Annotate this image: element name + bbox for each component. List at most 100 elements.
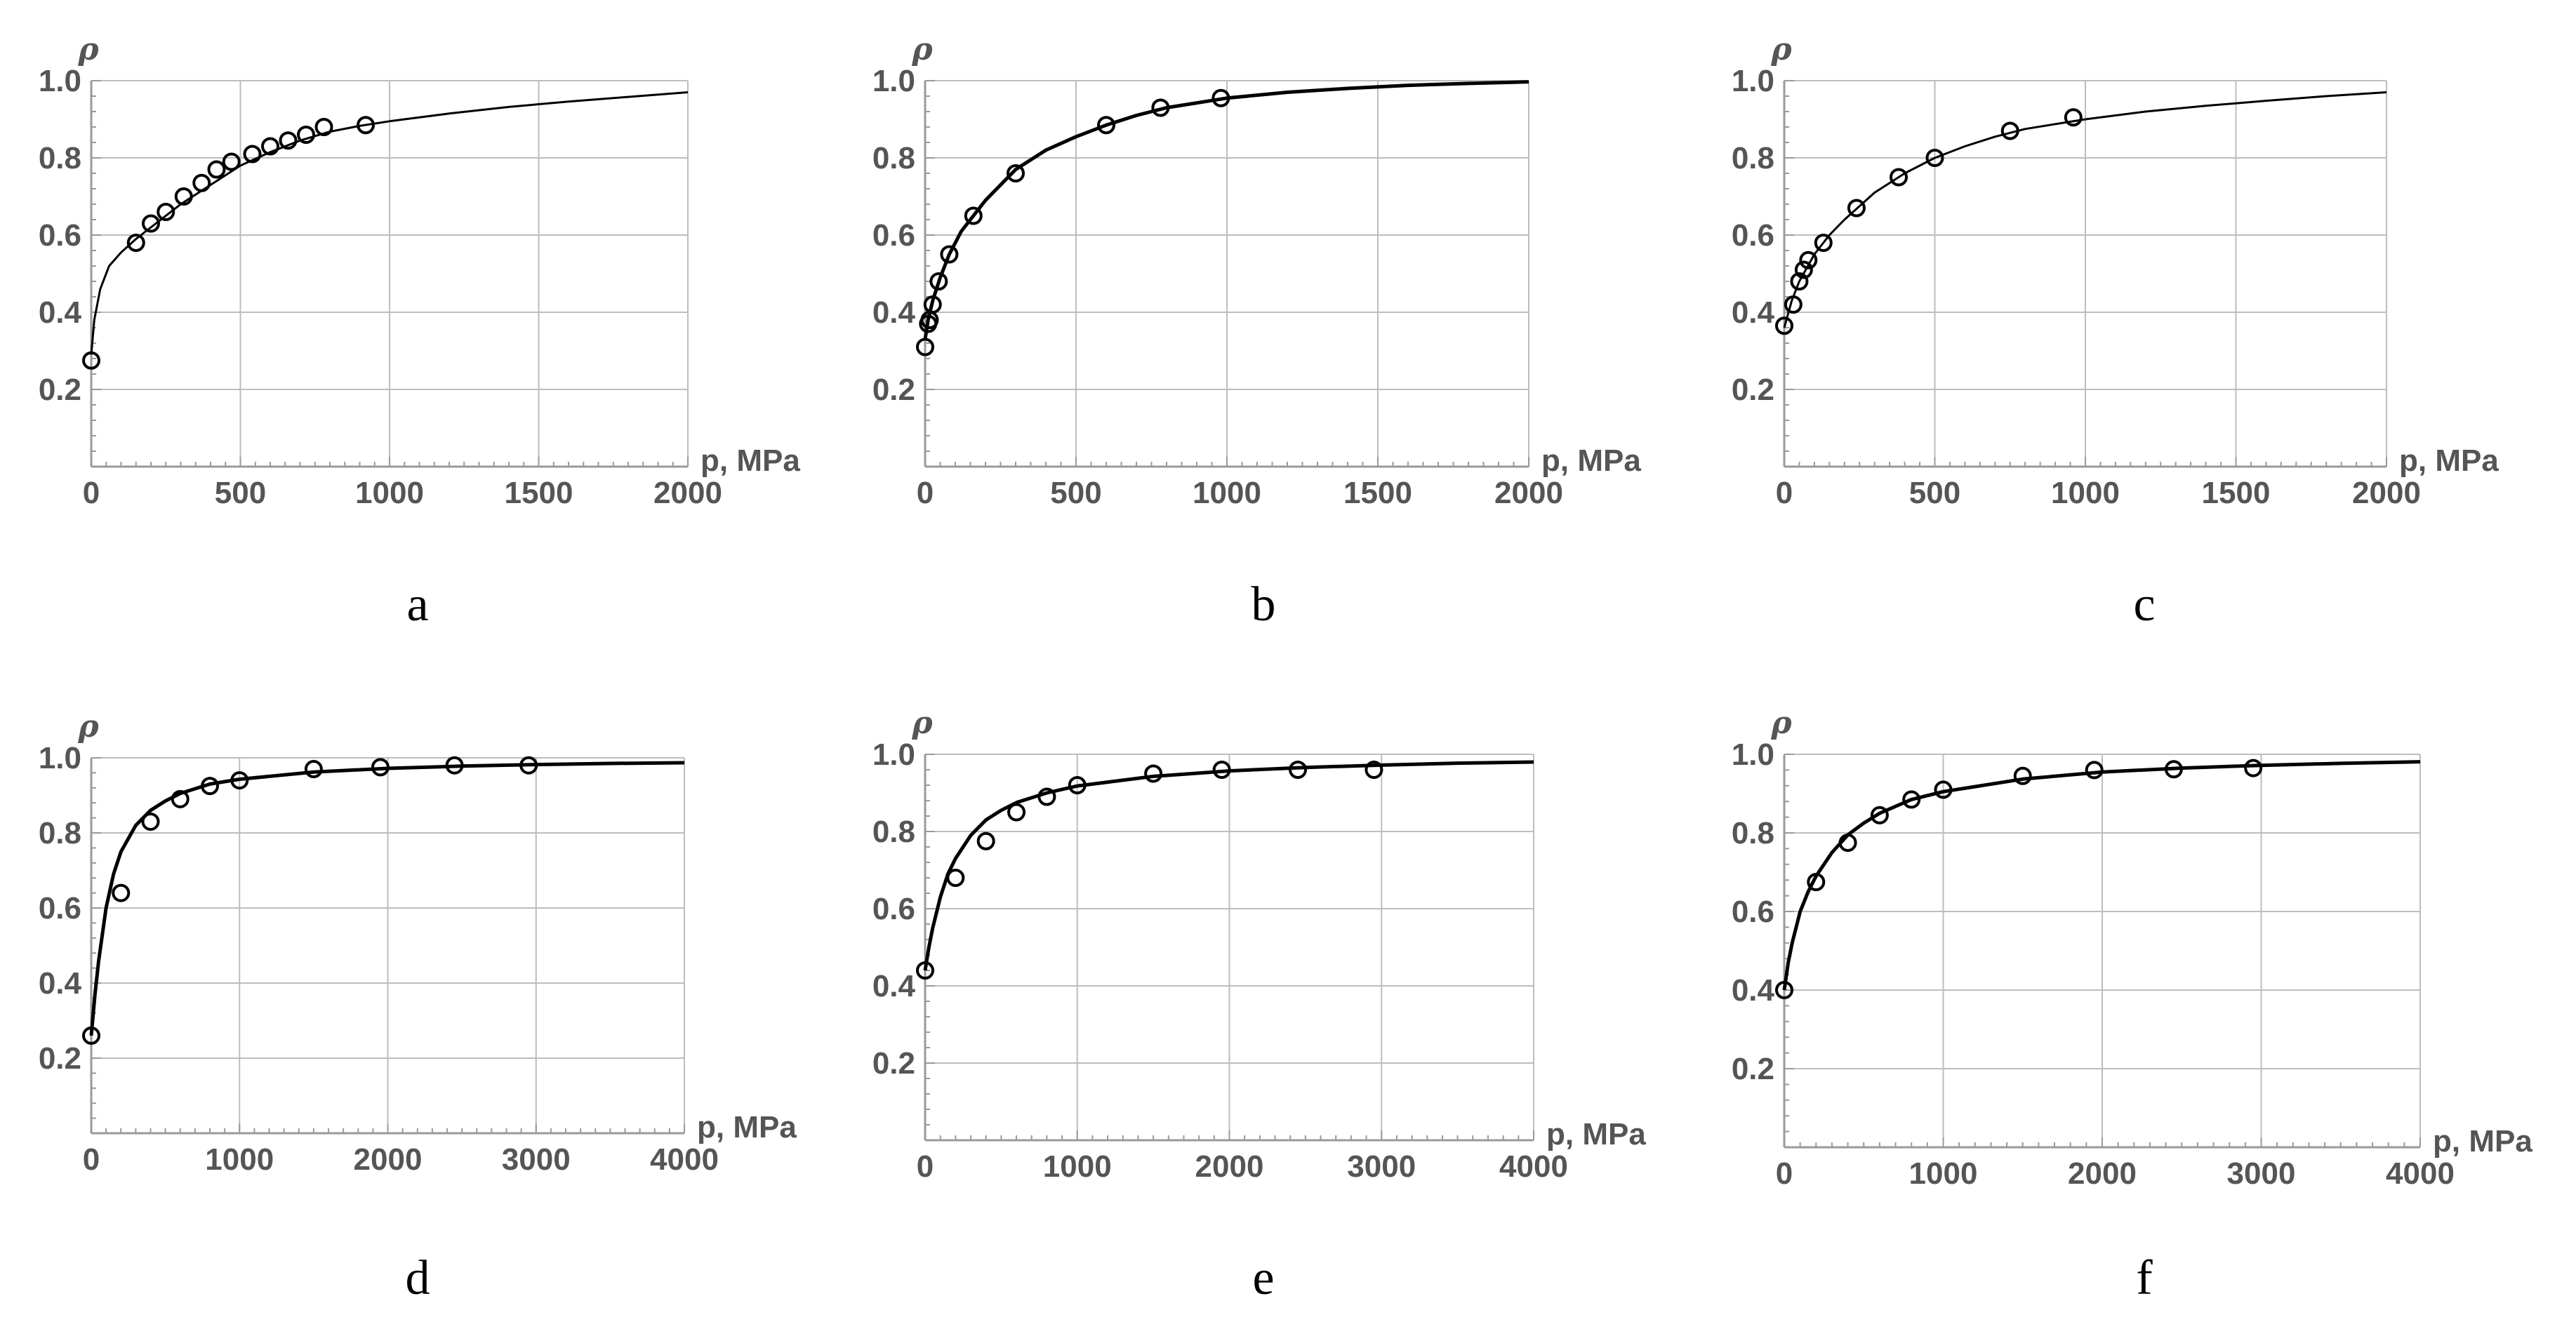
data-point — [1097, 116, 1115, 135]
chart-panel-d: 0 1000 2000 3000 4000 0.2 0.4 0.6 0.8 1.0 p, MPa ρ — [39, 709, 797, 1177]
y-tick-label: 0.2 — [39, 373, 81, 407]
x-tick-label: 0 — [917, 1149, 934, 1184]
data-point — [1068, 776, 1087, 794]
data-point — [1847, 199, 1866, 218]
data-point — [243, 145, 262, 163]
data-point — [1037, 787, 1056, 806]
data-point — [171, 789, 190, 808]
data-point — [1007, 803, 1026, 822]
panel-caption-a: a — [406, 577, 429, 632]
data-point — [1807, 873, 1826, 891]
data-point — [2013, 766, 2032, 785]
x-tick-label: 4000 — [650, 1142, 719, 1177]
data-point — [126, 234, 145, 252]
gridlines — [925, 80, 1529, 467]
x-tick-label: 0 — [917, 476, 934, 510]
data-point — [1151, 98, 1170, 117]
x-tick-label: 2000 — [2352, 476, 2421, 510]
y-tick-label: 0.2 — [1732, 1052, 1774, 1086]
data-point — [2244, 759, 2263, 777]
y-tick-label: 0.4 — [1732, 295, 1775, 330]
data-point — [261, 137, 279, 156]
chart-panel-a: 0 500 1000 1500 2000 0.2 0.4 0.6 0.8 1.0 p, MPa ρ — [39, 32, 800, 510]
y-tick-label: 0.2 — [872, 1046, 915, 1081]
x-tick-label: 3000 — [2227, 1156, 2296, 1191]
data-point — [1775, 981, 1793, 999]
y-tick-label: 0.6 — [872, 892, 915, 926]
data-point — [201, 777, 219, 796]
data-point — [916, 338, 934, 356]
data-point — [1365, 761, 1383, 779]
data-point — [916, 961, 934, 980]
chart-panel-f: 0 1000 2000 3000 4000 0.2 0.4 0.6 0.8 1.0 p, MPa ρ — [1732, 705, 2532, 1191]
data-point — [445, 756, 464, 775]
data-point — [1890, 168, 1908, 187]
data-point — [304, 760, 323, 779]
x-tick-label: 0 — [1776, 1156, 1793, 1191]
panel-caption-b: b — [1251, 577, 1276, 632]
y-tick-label: 0.4 — [39, 966, 82, 1001]
y-tick-label: 1.0 — [872, 64, 915, 98]
x-tick-label: 2000 — [354, 1142, 423, 1177]
fit-curve — [90, 91, 689, 355]
data-point — [929, 272, 948, 290]
data-point — [2000, 121, 2019, 140]
data-point — [1784, 295, 1802, 314]
x-tick-label: 2000 — [1195, 1149, 1264, 1184]
x-tick-label: 1000 — [355, 476, 424, 510]
y-axis-title: ρ — [1770, 32, 1792, 67]
x-tick-label: 2000 — [653, 476, 722, 510]
x-tick-label: 1000 — [205, 1142, 274, 1177]
data-point — [1775, 316, 1793, 335]
data-points — [1775, 108, 2083, 335]
data-points — [916, 761, 1383, 980]
data-point — [1934, 780, 1953, 799]
y-tick-label: 0.4 — [872, 295, 916, 330]
data-point — [1838, 834, 1857, 852]
y-tick-label: 1.0 — [872, 737, 915, 772]
y-tick-label: 0.6 — [39, 218, 81, 253]
data-point — [141, 812, 160, 831]
data-point — [1925, 149, 1944, 167]
y-axis-title: ρ — [911, 705, 933, 741]
x-tick-label: 1500 — [2202, 476, 2271, 510]
fit-curve — [1783, 91, 2387, 328]
data-points — [916, 88, 1230, 356]
data-point — [112, 883, 131, 902]
data-point — [142, 214, 160, 233]
data-point — [1212, 761, 1231, 779]
data-point — [1794, 260, 1813, 279]
data-point — [964, 206, 983, 225]
y-axis-title: ρ — [77, 709, 99, 744]
y-tick-label: 0.8 — [1732, 141, 1774, 175]
data-point — [314, 118, 333, 136]
data-point — [1870, 806, 1889, 824]
chart-panel-e: 0 1000 2000 3000 4000 0.2 0.4 0.6 0.8 1.0 p, MPa ρ — [872, 705, 1646, 1184]
y-tick-label: 0.4 — [39, 295, 82, 330]
y-tick-label: 0.2 — [1732, 373, 1774, 407]
x-tick-label: 500 — [215, 476, 266, 510]
x-axis-title: p, MPa — [2399, 443, 2499, 478]
y-tick-label: 0.2 — [872, 373, 915, 407]
data-point — [1799, 251, 1818, 269]
data-point — [82, 1026, 100, 1045]
data-points — [82, 756, 538, 1045]
x-tick-label: 1000 — [1043, 1149, 1112, 1184]
data-point — [2085, 761, 2104, 780]
x-tick-label: 500 — [1050, 476, 1101, 510]
gridlines — [1784, 80, 2387, 467]
data-point — [1289, 761, 1308, 779]
data-point — [940, 245, 959, 264]
data-point — [946, 869, 965, 887]
data-point — [2064, 108, 2083, 127]
data-point — [157, 203, 175, 221]
data-point — [222, 152, 241, 171]
data-point — [297, 126, 315, 144]
x-tick-label: 2000 — [1494, 476, 1563, 510]
fit-curve — [923, 760, 1534, 971]
data-point — [82, 351, 100, 370]
x-tick-label: 1500 — [505, 476, 573, 510]
data-point — [976, 832, 995, 850]
data-point — [1007, 164, 1025, 182]
